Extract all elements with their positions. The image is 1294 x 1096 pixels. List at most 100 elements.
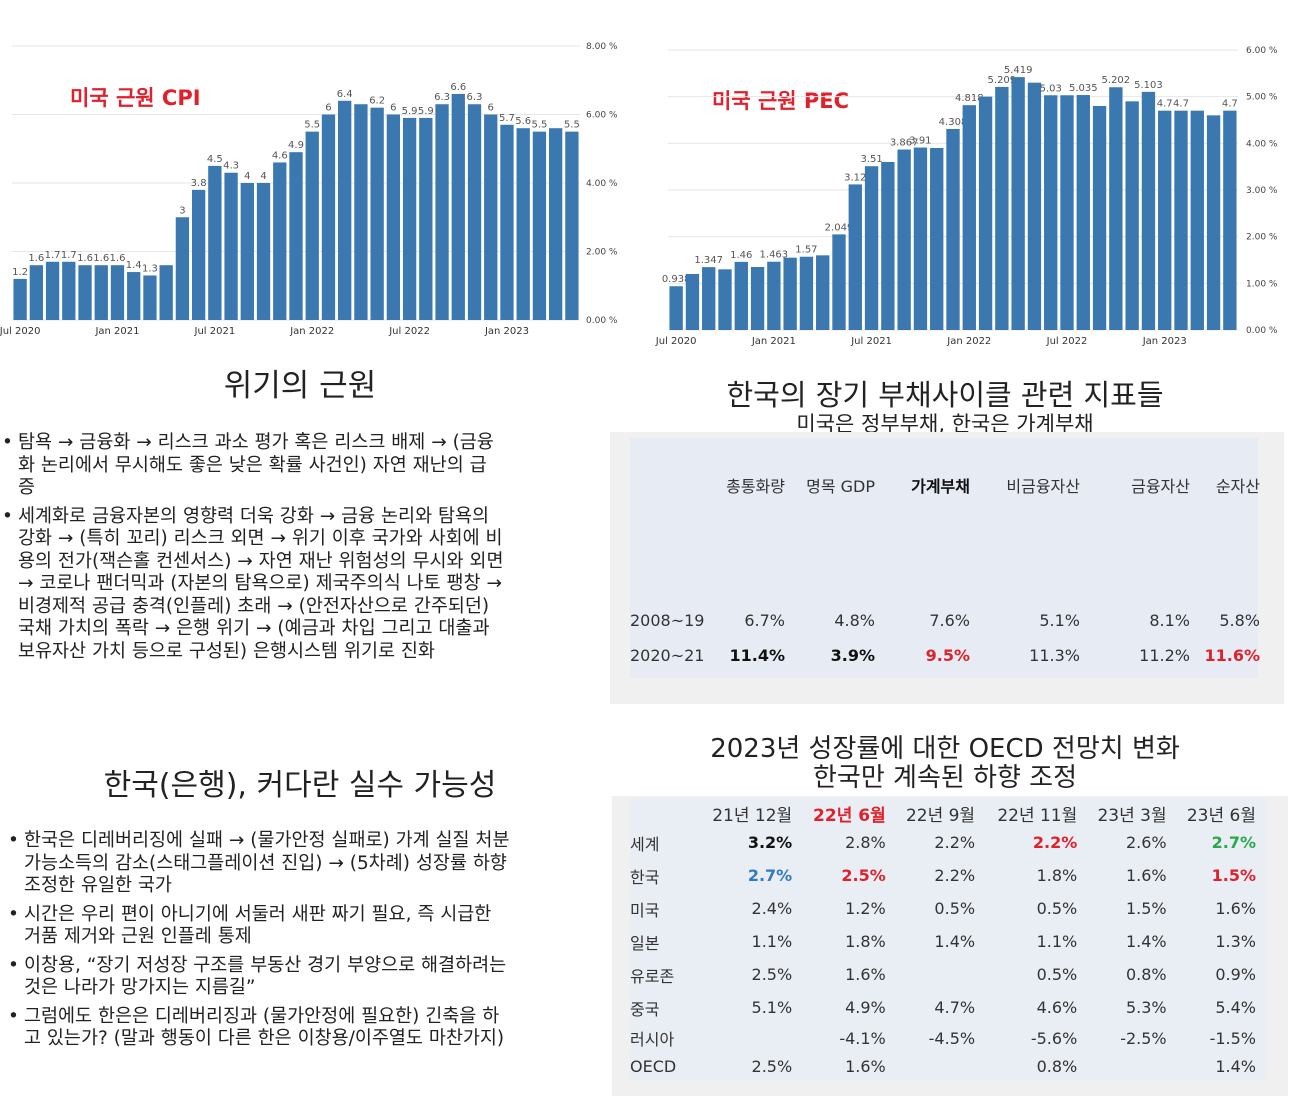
table-row: 중국 5.1% 4.9% 4.7% 4.6% 5.3% 5.4% bbox=[630, 991, 1262, 1024]
bar-value-label: 1.7 bbox=[45, 250, 61, 261]
bar-value-label: 4 bbox=[260, 171, 266, 182]
table-cell: 11.4% bbox=[729, 645, 785, 665]
pec-chart-title: 미국 근원 PEC bbox=[712, 89, 850, 113]
bar bbox=[734, 261, 748, 330]
bar bbox=[978, 96, 993, 331]
bullet-line: 시간은 우리 편이 아니기에 서둘러 새판 짜기 필요, 즉 시급한 bbox=[24, 903, 492, 925]
bullet-line: 고 있는가? (말과 행동이 다른 한은 이창용/이주열도 마찬가지) bbox=[24, 1028, 505, 1049]
table-cell: 2.5% bbox=[751, 1056, 793, 1076]
mistake-bullets: • 한국은 디레버리징에 실패 → (물가안정 실패로) 가계 실질 처분 가능소득… bbox=[8, 830, 608, 1057]
bullet-dot: • bbox=[8, 830, 19, 851]
bar bbox=[289, 152, 303, 320]
x-tick-label: Jul 2020 bbox=[655, 336, 697, 347]
bar bbox=[816, 255, 830, 330]
bullet-line: 탐욕 → 금융화 → 리스크 과소 평가 혹은 리스크 배제 → (금융 bbox=[18, 432, 494, 453]
table-row: 유로존 2.5% 1.6% 0.5% 0.8% 0.9% bbox=[630, 958, 1262, 991]
debt-table-frame bbox=[610, 432, 1284, 704]
bar-value-label: 4.7 bbox=[1173, 99, 1189, 110]
bar-value-label: 2.049 bbox=[825, 222, 854, 233]
table-cell: -4.5% bbox=[928, 1028, 976, 1048]
table-cell: 0.8% bbox=[1036, 1056, 1078, 1076]
table-cell: 2.4% bbox=[751, 899, 793, 918]
bar-value-label: 5.5 bbox=[304, 120, 320, 131]
bar bbox=[881, 162, 895, 330]
bar-value-label: 4.818 bbox=[955, 93, 984, 104]
table-cell: -4.1% bbox=[839, 1028, 886, 1048]
table-row: 세계 3.2% 2.8% 2.2% 2.2% 2.6% 2.7% bbox=[630, 826, 1262, 859]
crisis-bullets: • 탐욕 → 금융화 → 리스크 과소 평가 혹은 리스크 배제 → (금융 화 논… bbox=[2, 432, 608, 669]
debt-table: 총통화량 명목 GDP 가계부채 비금융자산 금융자산 순자산 2008~19 6.7% 4.8… bbox=[630, 470, 1260, 680]
column-header: 23년 3월 bbox=[1097, 805, 1167, 826]
bar-value-label: 1.6 bbox=[28, 253, 44, 264]
bar bbox=[1206, 115, 1221, 330]
bullet-line: 그럼에도 한은은 디레버리징과 (물가안정에 필요한) 긴축을 하 bbox=[24, 1005, 500, 1027]
column-header: 22년 9월 bbox=[905, 805, 976, 826]
bar-value-label: 1.2 bbox=[12, 267, 28, 278]
table-cell: 1.6% bbox=[1125, 866, 1167, 885]
bar-value-label: 1.57 bbox=[795, 245, 817, 256]
table-cell: 2.5% bbox=[751, 965, 793, 984]
x-tick-label: Jan 2023 bbox=[1142, 336, 1187, 347]
bar-value-label: 4.9 bbox=[288, 140, 304, 151]
bar bbox=[669, 286, 683, 330]
bar bbox=[305, 131, 319, 320]
table-cell: 4.8% bbox=[834, 611, 875, 630]
bar-value-label: 4.7 bbox=[1157, 99, 1173, 110]
row-label: 2020~21 bbox=[630, 645, 705, 665]
column-header: 금융자산 bbox=[1131, 477, 1190, 496]
table-cell: 0.9% bbox=[1215, 965, 1256, 984]
y-tick-label: 2.00 % bbox=[1246, 233, 1278, 243]
bar-value-label: 4.6 bbox=[272, 150, 288, 161]
bullet-line: 세계화로 금융자본의 영향력 더욱 강화 → 금융 논리와 탐욕의 bbox=[18, 505, 490, 527]
bar bbox=[386, 114, 401, 320]
table-cell: 1.4% bbox=[934, 932, 976, 951]
bar bbox=[45, 261, 60, 320]
bar bbox=[208, 165, 222, 320]
table-row: 한국 2.7% 2.5% 2.2% 1.8% 1.6% 1.5% bbox=[630, 859, 1262, 892]
table-cell: 11.6% bbox=[1204, 645, 1260, 665]
bar bbox=[1027, 82, 1042, 330]
bar bbox=[143, 275, 157, 320]
bar bbox=[110, 265, 125, 320]
oecd-heading-line1: 2023년 성장률에 대한 OECD 전망치 변화 bbox=[710, 734, 1180, 764]
bar bbox=[127, 272, 141, 320]
table-cell: 7.6% bbox=[929, 611, 970, 630]
bar-value-label: 5.9 bbox=[418, 106, 434, 117]
table-cell: 2.7% bbox=[1211, 833, 1256, 852]
y-tick-label: 4.00 % bbox=[1246, 139, 1278, 149]
table-cell: 0.5% bbox=[1036, 899, 1078, 918]
bar-value-label: 5.209 bbox=[988, 75, 1017, 86]
bar-value-label: 1.347 bbox=[694, 255, 723, 266]
bar bbox=[832, 234, 846, 330]
x-tick-label: Jan 2021 bbox=[94, 326, 139, 337]
bar bbox=[175, 217, 190, 320]
bar bbox=[848, 184, 862, 330]
table-cell: 2.6% bbox=[1125, 833, 1167, 852]
bar-value-label: 5.5 bbox=[531, 120, 547, 131]
table-cell: 1.4% bbox=[1215, 1056, 1256, 1076]
y-tick-label: 6.00 % bbox=[1246, 46, 1278, 56]
bar-value-label: 5.9 bbox=[402, 106, 418, 117]
x-tick-label: Jul 2021 bbox=[194, 326, 236, 337]
bar bbox=[467, 104, 482, 320]
cpi-chart-title: 미국 근원 CPI bbox=[70, 86, 201, 110]
bullet-line: 국채 가치의 폭락 → 은행 위기 → (예금과 차입 그리고 대출과 bbox=[18, 618, 490, 639]
bar-value-label: 5.103 bbox=[1134, 80, 1163, 91]
bar bbox=[995, 86, 1009, 330]
bar-value-label: 5.6 bbox=[515, 116, 531, 127]
bar-value-label: 1.6 bbox=[93, 253, 109, 264]
table-cell: -2.5% bbox=[1120, 1028, 1167, 1048]
bullet-dot: • bbox=[2, 505, 13, 527]
table-cell: 0.5% bbox=[1036, 965, 1078, 984]
bullet-item: • 시간은 우리 편이 아니기에 서둘러 새판 짜기 필요, 즉 시급한 거품 제거… bbox=[8, 904, 608, 949]
bar bbox=[1044, 95, 1058, 331]
debt-table-bg bbox=[630, 438, 1258, 678]
bar-value-label: 6 bbox=[488, 103, 494, 114]
bar bbox=[13, 278, 27, 320]
bar bbox=[702, 267, 716, 330]
y-tick-label: 5.00 % bbox=[1246, 93, 1278, 103]
column-header: 22년 11월 bbox=[997, 805, 1078, 826]
table-cell: 3.2% bbox=[747, 833, 793, 852]
y-tick-label: 4.00 % bbox=[586, 179, 618, 189]
x-tick-label: Jan 2022 bbox=[289, 326, 334, 337]
